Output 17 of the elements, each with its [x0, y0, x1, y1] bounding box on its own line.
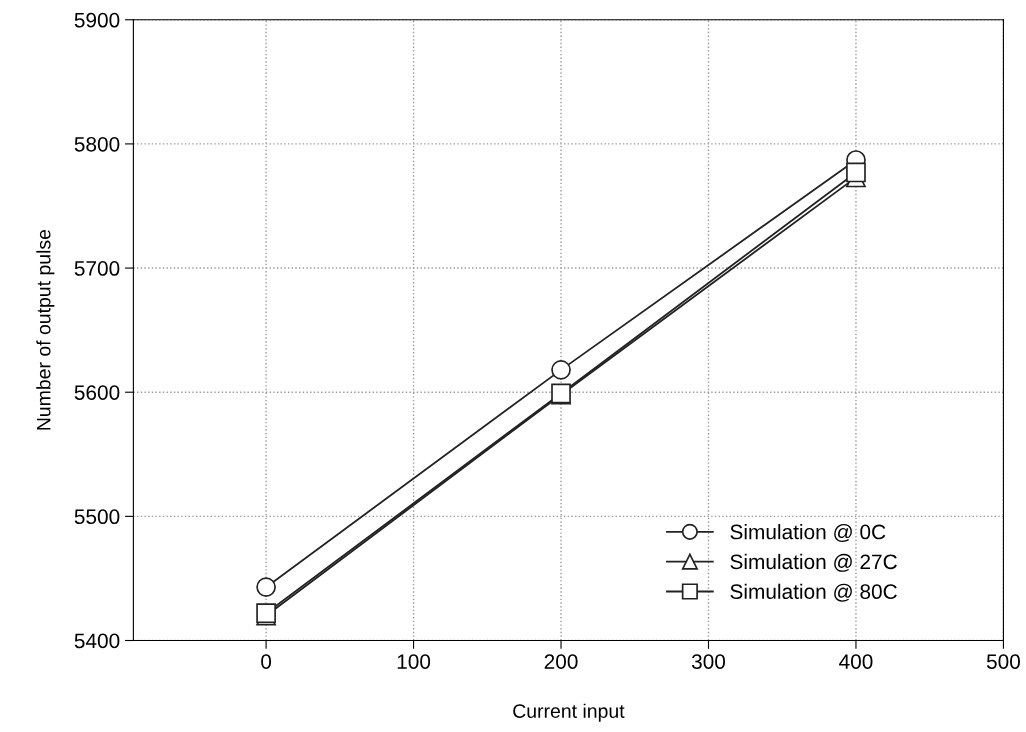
x-tick-label: 0 [261, 654, 272, 669]
y-tick-label: 5700 [74, 261, 120, 276]
y-tick-label: 5600 [74, 385, 120, 400]
y-tick-label: 5500 [74, 509, 120, 525]
y-tick-label: 5900 [74, 12, 120, 28]
y-tick-label: 5400 [74, 633, 120, 649]
x-tick-label: 500 [986, 654, 1020, 669]
legend-label: Simulation @ 0C [730, 524, 886, 543]
x-axis-title: Current input [513, 703, 625, 722]
x-tick-label: 100 [397, 654, 431, 669]
y-tick-label: 5800 [74, 136, 120, 152]
y-axis-title: Number of output pulse [36, 229, 55, 430]
legend-label: Simulation @ 27C [730, 553, 897, 572]
x-tick-label: 200 [544, 654, 578, 669]
x-tick-label: 400 [839, 654, 873, 669]
legend-label: Simulation @ 80C [730, 583, 897, 602]
x-tick-label: 300 [691, 654, 726, 669]
